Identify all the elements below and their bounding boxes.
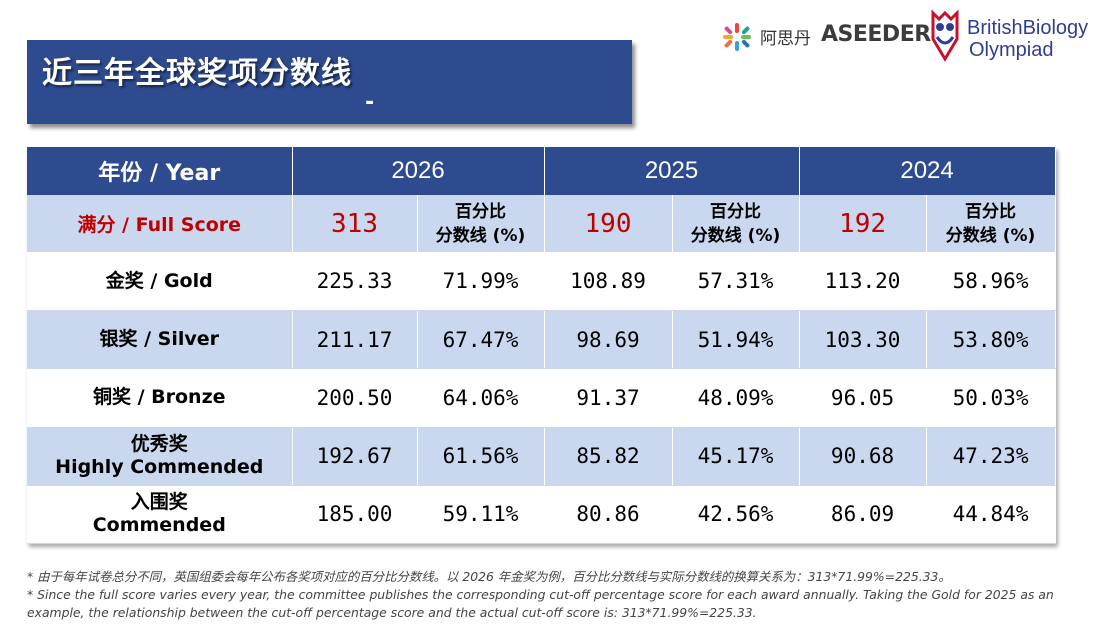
page-title: 近三年全球奖项分数线 [42, 56, 352, 91]
year-2025-header: 2025 [544, 147, 800, 196]
percent-header-line1: 百分比 [455, 201, 506, 222]
table-cell: 67.47% [417, 310, 545, 370]
table-cell: 59.11% [417, 485, 545, 545]
bbo-line2: Olympiad [969, 39, 1054, 61]
table-cell: 225.33 [292, 252, 418, 312]
percent-header-2026: 百分比 分数线 (%) [417, 195, 545, 253]
percent-header-line2: 分数线 (%) [945, 225, 1036, 246]
aseeder-star-icon [723, 23, 751, 51]
full-score-row: 满分 / Full Score 313 百分比 分数线 (%) 190 百分比 … [27, 195, 1056, 253]
table-cell: 185.00 [292, 485, 418, 545]
table-cell: 85.82 [544, 427, 673, 486]
table-cell: 98.69 [544, 310, 673, 370]
award-label-line2: Commended [92, 514, 226, 537]
table-cell: 47.23% [926, 427, 1056, 486]
table-row-highly-commended: 优秀奖 Highly Commended 192.67 61.56% 85.82… [27, 427, 1056, 486]
bbo-logo: BritishBiology Olympiad [929, 9, 1105, 65]
table-cell: 61.56% [417, 427, 545, 486]
aseeder-logo: 阿思丹 ASEEDER [720, 20, 931, 54]
award-label: 金奖 / Gold [27, 252, 293, 312]
table-cell: 57.31% [672, 252, 800, 312]
year-2024-header: 2024 [799, 147, 1056, 196]
table-cell: 42.56% [672, 485, 800, 545]
table-cell: 71.99% [417, 252, 545, 312]
award-label-line1: 银奖 / Silver [99, 328, 220, 351]
award-label-line2: Highly Commended [55, 456, 264, 479]
table-cell: 48.09% [672, 368, 800, 428]
award-label: 银奖 / Silver [27, 310, 293, 370]
table-cell: 53.80% [926, 310, 1056, 370]
table-cell: 50.03% [926, 368, 1056, 428]
table-cell: 91.37 [544, 368, 673, 428]
table-cell: 103.30 [799, 310, 927, 370]
full-score-label: 满分 / Full Score [27, 195, 293, 253]
table-cell: 80.86 [544, 485, 673, 545]
full-score-2025: 190 [544, 195, 673, 253]
award-label-line1: 入围奖 [130, 491, 188, 514]
score-table: 年份 / Year 2026 2025 2024 满分 / Full Score… [27, 147, 1056, 545]
award-label-line1: 优秀奖 [130, 433, 188, 456]
table-cell: 113.20 [799, 252, 927, 312]
percent-header-line1: 百分比 [965, 201, 1017, 222]
percent-header-2024: 百分比 分数线 (%) [926, 195, 1056, 253]
table-cell: 45.17% [672, 427, 800, 486]
owl-emblem-icon [931, 9, 959, 62]
table-cell: 192.67 [292, 427, 418, 486]
award-label: 入围奖 Commended [27, 485, 293, 545]
award-label-line1: 金奖 / Gold [105, 269, 213, 292]
year-header: 年份 / Year [27, 147, 293, 196]
table-cell: 211.17 [292, 310, 418, 370]
bbo-wordmark: BritishBiology Olympiad [967, 17, 1088, 61]
table-cell: 58.96% [926, 252, 1056, 312]
percent-header-line2: 分数线 (%) [690, 225, 781, 246]
table-row-bronze: 铜奖 / Bronze 200.50 64.06% 91.37 48.09% 9… [27, 368, 1056, 428]
table-cell: 96.05 [799, 368, 927, 428]
header-row: 年份 / Year 2026 2025 2024 [27, 147, 1056, 196]
percent-header-2025: 百分比 分数线 (%) [672, 195, 800, 253]
title-dash: - [365, 90, 375, 115]
full-score-2026: 313 [292, 195, 418, 253]
percent-header-line1: 百分比 [710, 201, 762, 222]
award-label: 铜奖 / Bronze [27, 368, 293, 428]
footnotes: * 由于每年试卷总分不同，英国组委会每年公布各奖项对应的百分比分数线。以 202… [27, 568, 1087, 622]
bbo-line1: BritishBiology [967, 17, 1089, 39]
title-banner: 近三年全球奖项分数线 - [27, 40, 632, 124]
award-label-line1: 铜奖 / Bronze [92, 386, 226, 409]
table-cell: 51.94% [672, 310, 800, 370]
table-row-gold: 金奖 / Gold 225.33 71.99% 108.89 57.31% 11… [27, 252, 1056, 312]
table-cell: 90.68 [799, 427, 927, 486]
year-2026-header: 2026 [292, 147, 545, 196]
table-cell: 86.09 [799, 485, 927, 545]
table-cell: 200.50 [292, 368, 418, 428]
table-cell: 64.06% [417, 368, 545, 428]
full-score-2024: 192 [799, 195, 927, 253]
percent-header-line2: 分数线 (%) [435, 225, 526, 246]
award-label: 优秀奖 Highly Commended [27, 427, 293, 486]
aseeder-en-name: ASEEDER [821, 22, 931, 47]
table-row-silver: 银奖 / Silver 211.17 67.47% 98.69 51.94% 1… [27, 310, 1056, 370]
table-cell: 44.84% [926, 485, 1056, 545]
aseeder-cn-name: 阿思丹 [760, 29, 811, 49]
table-row-commended: 入围奖 Commended 185.00 59.11% 80.86 42.56%… [27, 485, 1056, 545]
footnote-cn: * 由于每年试卷总分不同，英国组委会每年公布各奖项对应的百分比分数线。以 202… [27, 569, 951, 584]
table-cell: 108.89 [544, 252, 673, 312]
footnote-en: * Since the full score varies every year… [27, 587, 1054, 620]
